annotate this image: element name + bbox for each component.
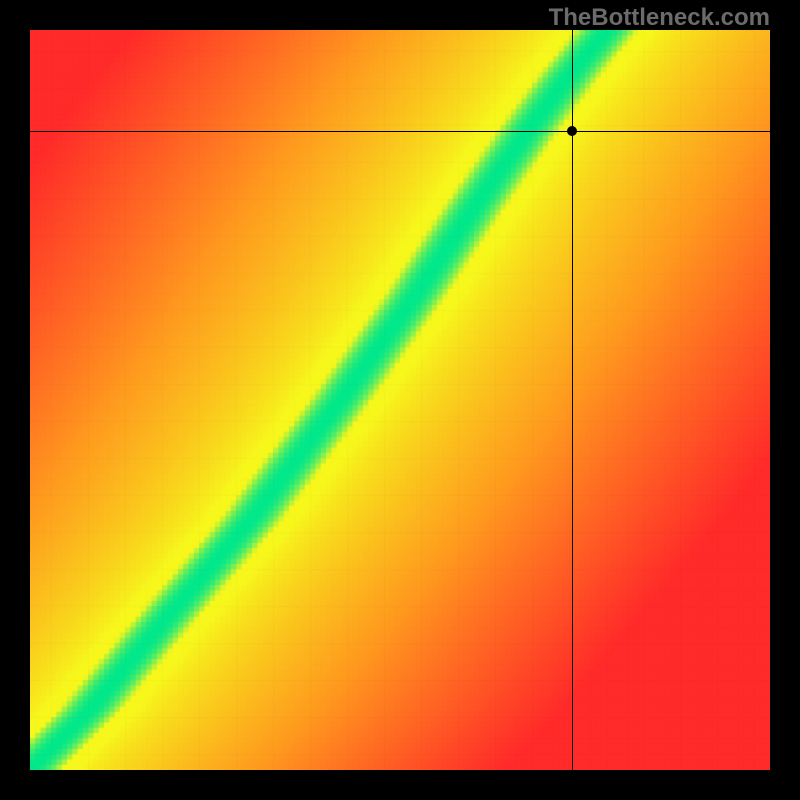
- watermark-text: TheBottleneck.com: [549, 4, 770, 32]
- chart-container: TheBottleneck.com: [0, 0, 800, 800]
- bottleneck-heatmap: [30, 30, 770, 770]
- crosshair-vertical: [572, 30, 573, 770]
- crosshair-horizontal: [30, 131, 770, 132]
